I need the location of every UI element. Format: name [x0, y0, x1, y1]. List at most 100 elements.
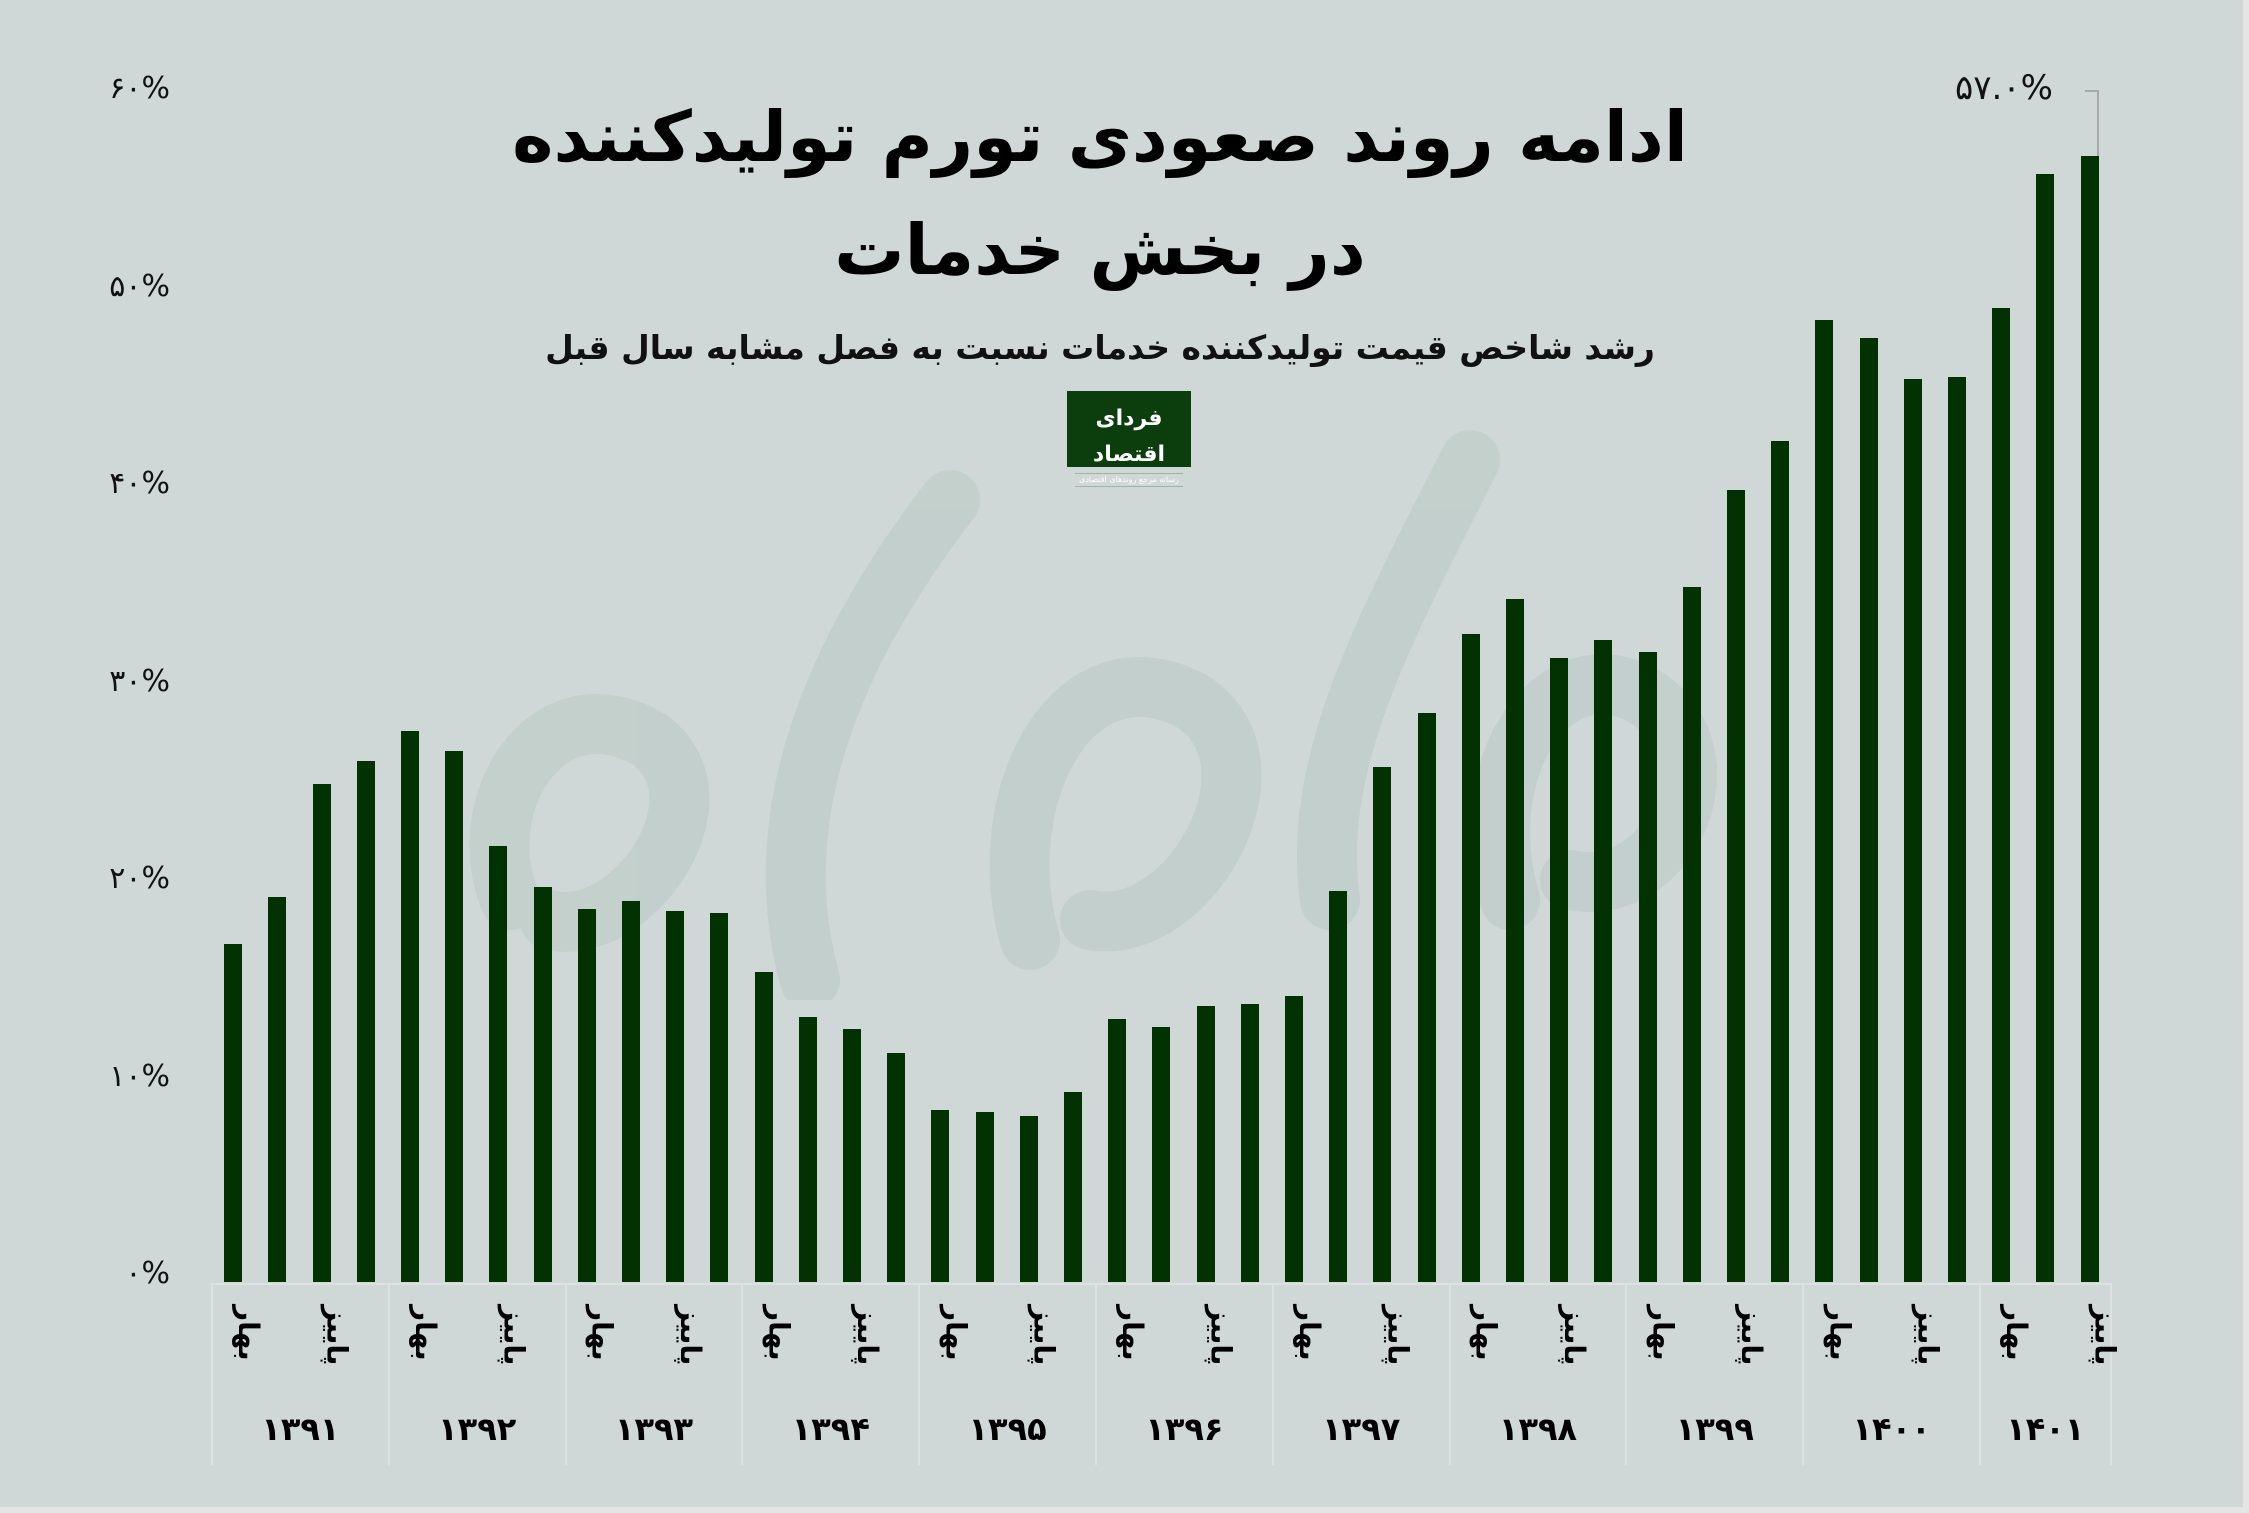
- bar: [842, 1029, 861, 1282]
- x-tick-spring: بهار: [585, 1305, 619, 1361]
- x-tick-spring: بهار: [1116, 1305, 1150, 1361]
- x-tick-autumn: پاییز: [320, 1305, 354, 1366]
- bar: [1682, 586, 1701, 1282]
- bar: [2080, 156, 2099, 1282]
- bar: [1417, 713, 1436, 1282]
- x-tick-autumn: پاییز: [1911, 1305, 1945, 1366]
- chart-title-line2: در بخش خدمات: [834, 209, 1366, 291]
- bar: [931, 1110, 950, 1282]
- bar: [312, 784, 331, 1282]
- x-axis-year-group: بهار پاییز ۱۳۹۱: [211, 1283, 388, 1465]
- y-tick-label: ۱۰%: [109, 1058, 170, 1094]
- x-axis-year-label: ۱۳۹۳: [614, 1410, 694, 1448]
- bar: [1550, 657, 1569, 1282]
- bar: [754, 971, 773, 1282]
- x-tick-autumn: پاییز: [2088, 1305, 2122, 1366]
- x-axis-year-group: بهار پاییز ۱۴۰۱: [1979, 1283, 2122, 1465]
- y-tick-label: ۲۰%: [109, 861, 170, 896]
- x-axis-year-group: بهار پاییز ۱۳۹۴: [741, 1283, 919, 1465]
- bar: [1992, 308, 2011, 1282]
- bar: [975, 1112, 994, 1282]
- bar: [710, 912, 729, 1282]
- bar: [1815, 320, 1834, 1282]
- x-axis-year-label: ۱۳۹۴: [791, 1410, 870, 1448]
- x-axis-year-group: بهار پاییز ۱۴۰۰: [1802, 1283, 1979, 1465]
- y-tick-label: ۰%: [125, 1256, 170, 1291]
- bar: [621, 900, 640, 1282]
- x-axis-year-label: ۱۳۹۲: [438, 1410, 517, 1448]
- x-axis-year-label: ۱۳۹۸: [1498, 1410, 1578, 1448]
- x-axis-year-group: بهار پاییز ۱۳۹۹: [1625, 1283, 1803, 1465]
- y-tick-label: ۴۰%: [109, 466, 170, 501]
- callout-value-label: ۵۷.۰%: [1955, 68, 2053, 108]
- bar: [1329, 890, 1348, 1282]
- x-tick-spring: بهار: [939, 1305, 973, 1361]
- bar: [268, 896, 287, 1282]
- x-axis-year-label: ۱۳۹۶: [1145, 1410, 1224, 1448]
- brand-logo: فردای اقتصاد رسانه مرجع روندهای اقتصادی: [1067, 391, 1191, 487]
- x-tick-spring: بهار: [408, 1305, 442, 1361]
- bar: [1284, 995, 1303, 1282]
- bar: [1903, 379, 1922, 1282]
- x-axis-year-group: بهار پاییز ۱۳۹۵: [918, 1283, 1095, 1465]
- x-tick-autumn: پاییز: [1027, 1305, 1061, 1366]
- x-tick-spring: بهار: [232, 1305, 266, 1361]
- bar: [400, 730, 419, 1282]
- bar: [2036, 174, 2055, 1282]
- bar: [1196, 1005, 1215, 1282]
- x-tick-autumn: پاییز: [850, 1305, 884, 1366]
- bar: [489, 845, 508, 1282]
- x-tick-spring: بهار: [1823, 1305, 1857, 1361]
- x-axis-year-label: ۱۳۹۵: [968, 1410, 1047, 1448]
- bar: [577, 908, 596, 1282]
- plot-area: [211, 0, 2121, 1282]
- bar: [1947, 377, 1966, 1282]
- x-axis-year-group: بهار پاییز ۱۳۹۶: [1095, 1283, 1272, 1465]
- x-axis-year-group: بهار پاییز ۱۳۹۳: [564, 1283, 742, 1465]
- x-tick-autumn: پاییز: [1204, 1305, 1238, 1366]
- chart-title-line1: ادامه روند صعودی تورم تولیدکننده: [512, 96, 1688, 178]
- bar: [356, 760, 375, 1282]
- bar: [1152, 1027, 1171, 1282]
- x-axis-year-label: ۱۴۰۰: [1852, 1410, 1931, 1448]
- x-tick-spring: بهار: [762, 1305, 796, 1361]
- bar: [1063, 1092, 1082, 1282]
- x-tick-autumn: پاییز: [1381, 1305, 1415, 1366]
- bar: [1771, 440, 1790, 1282]
- x-axis-year-label: ۱۳۹۷: [1322, 1410, 1401, 1448]
- y-tick-label: ۵۰%: [109, 268, 170, 304]
- bar: [1373, 766, 1392, 1282]
- x-tick-spring: بهار: [1646, 1305, 1680, 1361]
- x-tick-autumn: پاییز: [1558, 1305, 1592, 1366]
- bar: [445, 750, 464, 1282]
- bar: [666, 910, 685, 1282]
- x-tick-autumn: پاییز: [497, 1305, 531, 1366]
- bar: [1461, 634, 1480, 1282]
- x-axis-year-group: بهار پاییز ۱۳۹۸: [1448, 1283, 1626, 1465]
- bar: [1505, 598, 1524, 1282]
- bar: [224, 944, 243, 1282]
- x-tick-spring: بهار: [1469, 1305, 1503, 1361]
- x-tick-spring: بهار: [2000, 1305, 2034, 1361]
- bar: [1240, 1003, 1259, 1282]
- bar: [887, 1052, 906, 1282]
- logo-name: فردای اقتصاد: [1092, 406, 1166, 467]
- bar: [1726, 490, 1745, 1282]
- bar: [1594, 640, 1613, 1282]
- x-axis-year-group: بهار پاییز ۱۳۹۷: [1271, 1283, 1449, 1465]
- bar: [1019, 1116, 1038, 1282]
- x-axis-year-label: ۱۳۹۱: [261, 1410, 340, 1448]
- x-axis-year-label: ۱۴۰۱: [2006, 1410, 2085, 1448]
- chart-subtitle: رشد شاخص قیمت تولیدکننده خدمات نسبت به ف…: [545, 328, 1655, 367]
- bar: [1638, 651, 1657, 1282]
- x-axis-year-group: بهار پاییز ۱۳۹۲: [387, 1283, 565, 1465]
- x-tick-autumn: پاییز: [1734, 1305, 1768, 1366]
- bar: [1859, 337, 1878, 1282]
- x-tick-autumn: پاییز: [674, 1305, 708, 1366]
- bar: [533, 887, 552, 1282]
- bar: [798, 1017, 817, 1282]
- logo-tagline: رسانه مرجع روندهای اقتصادی: [1075, 473, 1183, 487]
- bar: [1108, 1019, 1127, 1282]
- callout-leader-line: [2085, 90, 2099, 156]
